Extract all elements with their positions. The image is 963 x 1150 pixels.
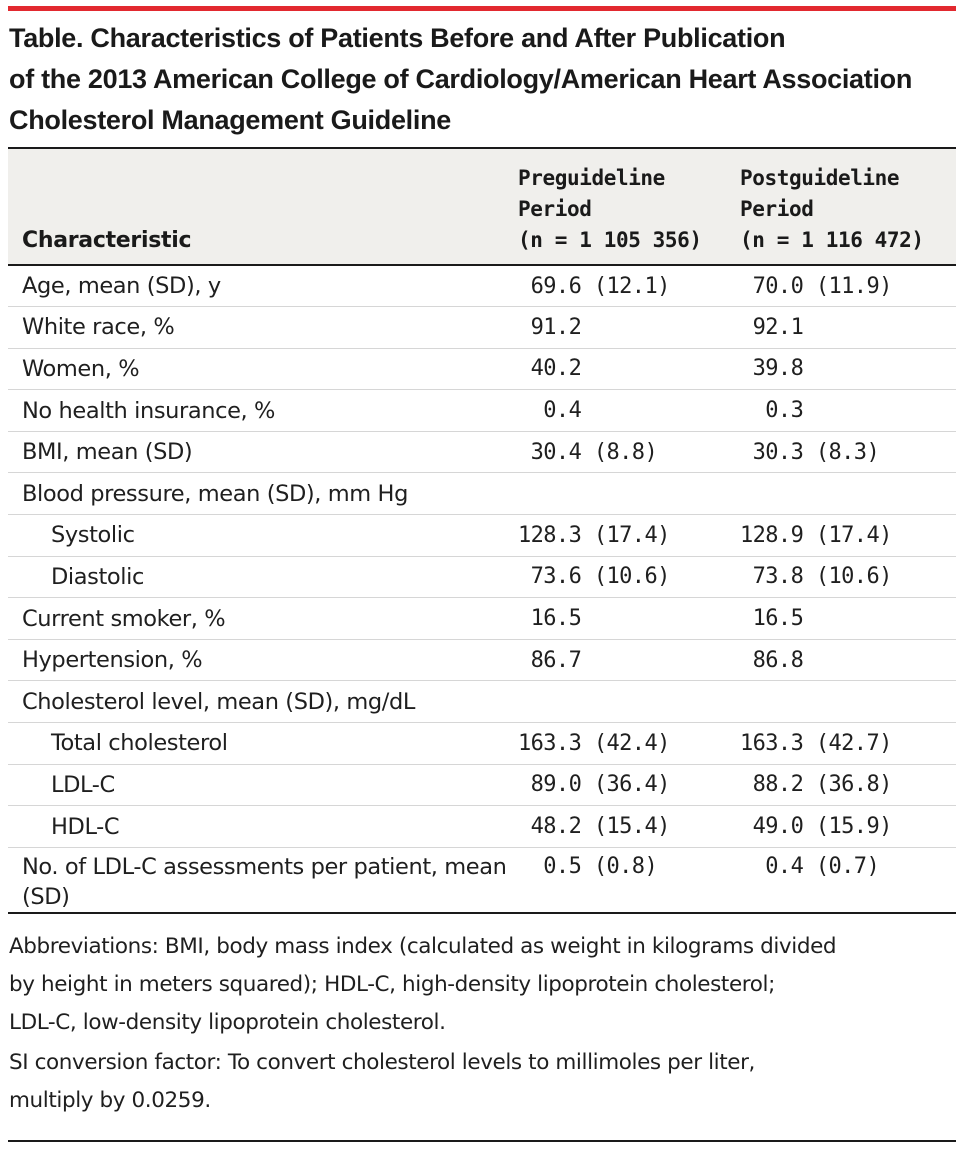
table-row: No. of LDL-C assessments per patient, me… bbox=[8, 847, 956, 913]
table-row: Current smoker, % 16.5 16.5 bbox=[8, 598, 956, 640]
abbreviations-footnote: Abbreviations: BMI, body mass index (cal… bbox=[9, 928, 955, 1042]
postguideline-value: 39.8 bbox=[740, 356, 804, 382]
postguideline-value: 163.3 (42.7) bbox=[740, 730, 892, 756]
postguideline-value bbox=[738, 681, 956, 723]
column-header-postguideline: Postguideline Period (n = 1 116 472) bbox=[738, 147, 956, 266]
table-header: Characteristic Preguideline Period (n = … bbox=[8, 147, 956, 266]
si-conversion-footnote: SI conversion factor: To convert cholest… bbox=[9, 1044, 955, 1120]
column-header-postguideline-line-3: (n = 1 116 472) bbox=[740, 228, 924, 252]
postguideline-value: 16.5 bbox=[740, 606, 804, 632]
abbreviations-footnote-line-1: Abbreviations: BMI, body mass index (cal… bbox=[9, 934, 837, 959]
row-label: BMI, mean (SD) bbox=[22, 439, 193, 466]
column-header-preguideline-line-3: (n = 1 105 356) bbox=[518, 228, 702, 252]
table-header-row: Characteristic Preguideline Period (n = … bbox=[8, 147, 956, 266]
table-row-subitem: HDL-C 48.2 (15.4) 49.0 (15.9) bbox=[8, 806, 956, 848]
column-header-preguideline: Preguideline Period (n = 1 105 356) bbox=[516, 147, 738, 266]
table-row-subitem: LDL-C 89.0 (36.4) 88.2 (36.8) bbox=[8, 764, 956, 806]
preguideline-value: 0.5 (0.8) bbox=[518, 853, 658, 879]
table-row-section-heading: Blood pressure, mean (SD), mm Hg bbox=[8, 473, 956, 515]
row-label: Current smoker, % bbox=[22, 605, 226, 632]
postguideline-value: 92.1 bbox=[740, 314, 804, 340]
characteristics-table-container: Characteristic Preguideline Period (n = … bbox=[8, 147, 956, 914]
table-title-line-3: Cholesterol Management Guideline bbox=[9, 105, 451, 135]
column-header-preguideline-line-2: Period bbox=[518, 197, 592, 221]
postguideline-value: 128.9 (17.4) bbox=[740, 522, 892, 548]
postguideline-value: 73.8 (10.6) bbox=[740, 564, 893, 590]
table-row: White race, % 91.2 92.1 bbox=[8, 307, 956, 349]
row-label: Age, mean (SD), y bbox=[22, 273, 221, 300]
row-label: Total cholesterol bbox=[51, 730, 228, 757]
row-label: No. of LDL-C assessments per patient, me… bbox=[22, 853, 507, 910]
column-header-postguideline-line-2: Period bbox=[740, 197, 814, 221]
row-label: HDL-C bbox=[51, 813, 120, 840]
table-footnotes: Abbreviations: BMI, body mass index (cal… bbox=[9, 928, 955, 1122]
postguideline-value: 49.0 (15.9) bbox=[740, 814, 893, 840]
table-row-subitem: Diastolic 73.6 (10.6) 73.8 (10.6) bbox=[8, 556, 956, 598]
row-label: No health insurance, % bbox=[22, 397, 276, 424]
table-title-line-2: of the 2013 American College of Cardiolo… bbox=[9, 64, 913, 94]
postguideline-value: 0.4 (0.7) bbox=[740, 853, 880, 879]
si-conversion-footnote-line-1: SI conversion factor: To convert cholest… bbox=[9, 1050, 755, 1075]
preguideline-value: 163.3 (42.4) bbox=[518, 730, 670, 756]
table-bottom-rule bbox=[8, 1140, 956, 1142]
postguideline-value: 70.0 (11.9) bbox=[740, 273, 893, 299]
table-row-section-heading: Cholesterol level, mean (SD), mg/dL bbox=[8, 681, 956, 723]
column-header-preguideline-line-1: Preguideline bbox=[518, 166, 665, 190]
row-label: Women, % bbox=[22, 355, 140, 382]
table-title: Table. Characteristics of Patients Befor… bbox=[9, 18, 954, 141]
preguideline-value bbox=[516, 681, 738, 723]
table-row: BMI, mean (SD) 30.4 (8.8) 30.3 (8.3) bbox=[8, 431, 956, 473]
table-row-subitem: Systolic 128.3 (17.4) 128.9 (17.4) bbox=[8, 515, 956, 557]
abbreviations-footnote-line-2: by height in meters squared); HDL-C, hig… bbox=[9, 972, 775, 997]
preguideline-value: 16.5 bbox=[518, 606, 582, 632]
table-row: Age, mean (SD), y 69.6 (12.1) 70.0 (11.9… bbox=[8, 265, 956, 307]
row-label: White race, % bbox=[22, 314, 175, 341]
section-heading-label: Blood pressure, mean (SD), mm Hg bbox=[22, 480, 408, 507]
postguideline-value: 0.3 bbox=[740, 398, 804, 424]
preguideline-value: 128.3 (17.4) bbox=[518, 522, 670, 548]
characteristics-table: Characteristic Preguideline Period (n = … bbox=[8, 147, 956, 914]
preguideline-value: 30.4 (8.8) bbox=[518, 439, 658, 465]
preguideline-value: 86.7 bbox=[518, 647, 582, 673]
postguideline-value: 88.2 (36.8) bbox=[740, 772, 893, 798]
preguideline-value: 0.4 bbox=[518, 398, 582, 424]
preguideline-value: 69.6 (12.1) bbox=[518, 273, 671, 299]
postguideline-value: 30.3 (8.3) bbox=[740, 439, 880, 465]
column-header-postguideline-line-1: Postguideline bbox=[740, 166, 900, 190]
table-body: Age, mean (SD), y 69.6 (12.1) 70.0 (11.9… bbox=[8, 265, 956, 913]
preguideline-value: 48.2 (15.4) bbox=[518, 814, 671, 840]
table-row-subitem: Total cholesterol 163.3 (42.4) 163.3 (42… bbox=[8, 723, 956, 765]
table-row: Hypertension, % 86.7 86.8 bbox=[8, 639, 956, 681]
row-label: LDL-C bbox=[51, 771, 115, 798]
abbreviations-footnote-line-3: LDL-C, low-density lipoprotein cholester… bbox=[9, 1010, 446, 1035]
table-title-line-1: Table. Characteristics of Patients Befor… bbox=[9, 23, 786, 53]
postguideline-value: 86.8 bbox=[740, 647, 804, 673]
table-row: Women, % 40.2 39.8 bbox=[8, 348, 956, 390]
column-header-characteristic: Characteristic bbox=[8, 147, 516, 266]
row-label: Systolic bbox=[51, 522, 135, 549]
si-conversion-footnote-line-2: multiply by 0.0259. bbox=[9, 1088, 211, 1113]
postguideline-value bbox=[738, 473, 956, 515]
row-label: Hypertension, % bbox=[22, 647, 203, 674]
preguideline-value: 40.2 bbox=[518, 356, 582, 382]
preguideline-value: 73.6 (10.6) bbox=[518, 564, 671, 590]
preguideline-value: 91.2 bbox=[518, 314, 582, 340]
preguideline-value bbox=[516, 473, 738, 515]
section-heading-label: Cholesterol level, mean (SD), mg/dL bbox=[22, 688, 415, 715]
table-row: No health insurance, % 0.4 0.3 bbox=[8, 390, 956, 432]
row-label: Diastolic bbox=[51, 563, 144, 590]
title-accent-rule bbox=[8, 6, 956, 11]
preguideline-value: 89.0 (36.4) bbox=[518, 772, 671, 798]
